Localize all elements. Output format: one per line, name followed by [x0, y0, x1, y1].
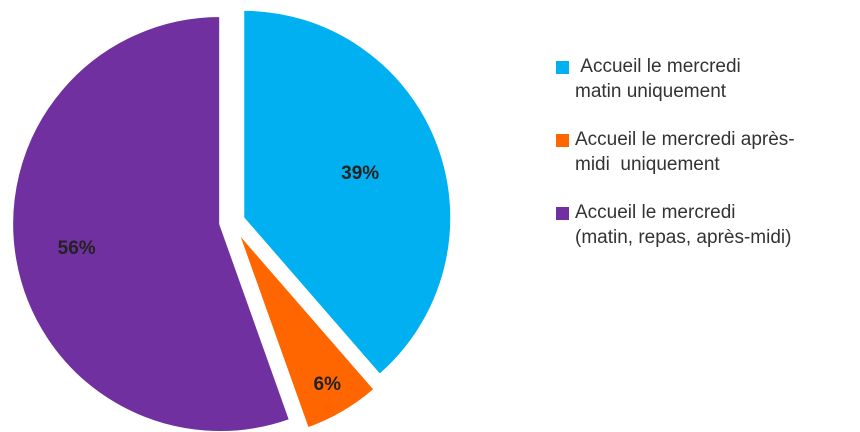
legend-swatch: [556, 207, 569, 220]
legend-entry: Accueil le mercredi matin uniquement: [556, 54, 856, 104]
legend-label: Accueil le mercredi matin uniquement: [575, 56, 741, 102]
pie-slice: [11, 15, 292, 432]
pie-slice: [237, 231, 376, 430]
legend-entry: Accueil le mercredi (matin, repas, après…: [556, 200, 856, 250]
legend: Accueil le mercredi matin uniquement Accu…: [556, 54, 856, 273]
legend-label: Accueil le mercredi après- midi uniqueme…: [575, 129, 795, 175]
legend-swatch: [556, 61, 569, 74]
legend-swatch: [556, 134, 569, 147]
data-label: 56%: [58, 238, 96, 259]
pie-slice: [242, 8, 453, 377]
data-label: 6%: [314, 374, 342, 395]
data-label: 39%: [341, 163, 379, 184]
legend-label: Accueil le mercredi (matin, repas, après…: [575, 202, 792, 248]
pie-area: 39% 6% 56%: [11, 8, 453, 432]
legend-entry: Accueil le mercredi après- midi uniqueme…: [556, 127, 856, 177]
